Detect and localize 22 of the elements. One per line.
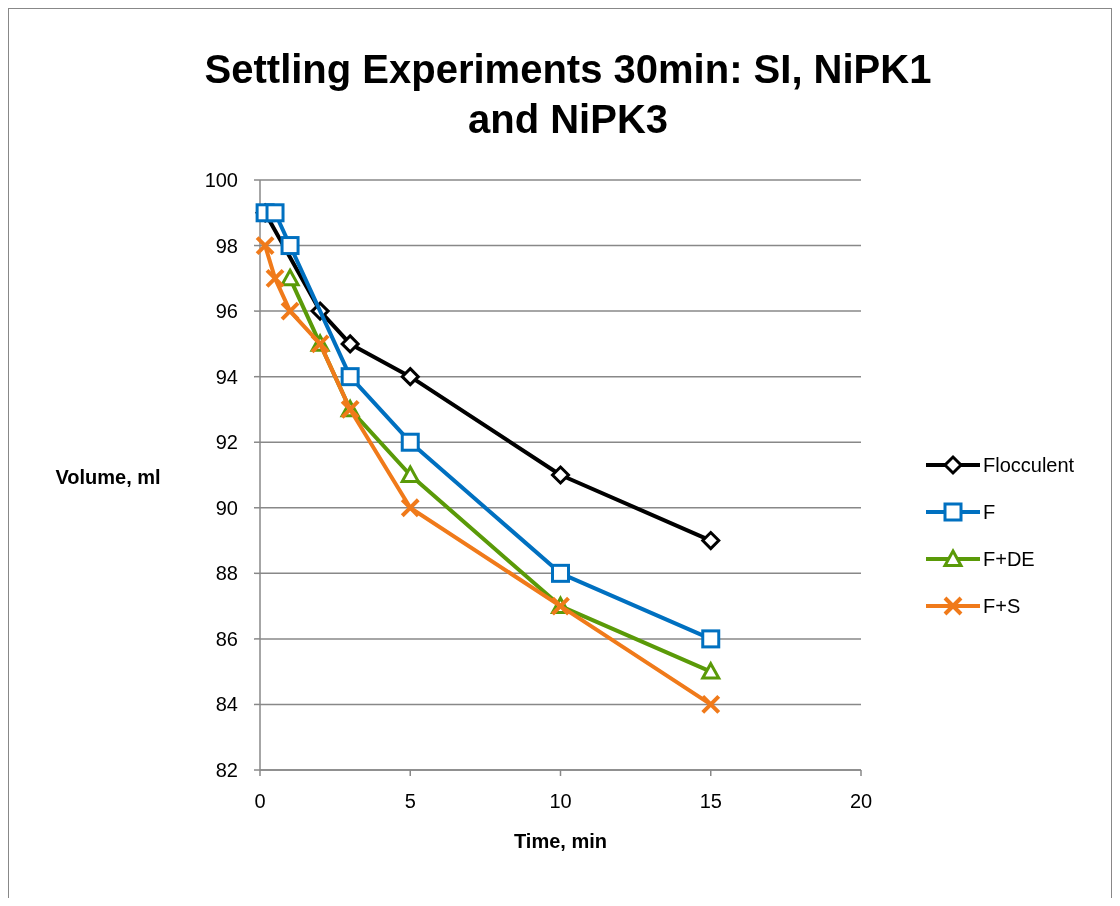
- x-tick-label: 15: [699, 790, 722, 812]
- y-tick-label: 86: [215, 627, 238, 650]
- x-tick-label: 10: [549, 790, 572, 812]
- y-tick-label: 92: [215, 431, 238, 454]
- y-tick-label: 94: [215, 365, 238, 388]
- y-tick-label: 100: [204, 169, 238, 191]
- y-axis-title: Volume, ml: [55, 466, 161, 488]
- x-tick-label: 0: [254, 790, 266, 812]
- legend-label: F+S: [983, 595, 1021, 617]
- legend-label: F+DE: [983, 548, 1035, 570]
- x-axis-title: Time, min: [514, 830, 607, 852]
- y-tick-label: 96: [215, 300, 238, 323]
- chart-title: Settling Experiments 30min: SI, NiPK1 and NiPK3: [204, 47, 932, 141]
- x-tick-label: 5: [404, 790, 416, 812]
- legend-label: F: [983, 501, 996, 523]
- y-tick-label: 98: [215, 234, 238, 257]
- y-tick-label: 84: [215, 693, 238, 716]
- y-tick-label: 82: [215, 759, 238, 781]
- legend-label: Flocculent: [983, 454, 1075, 476]
- y-tick-label: 88: [215, 562, 238, 585]
- y-tick-label: 90: [215, 496, 238, 519]
- x-tick-label: 20: [849, 790, 873, 812]
